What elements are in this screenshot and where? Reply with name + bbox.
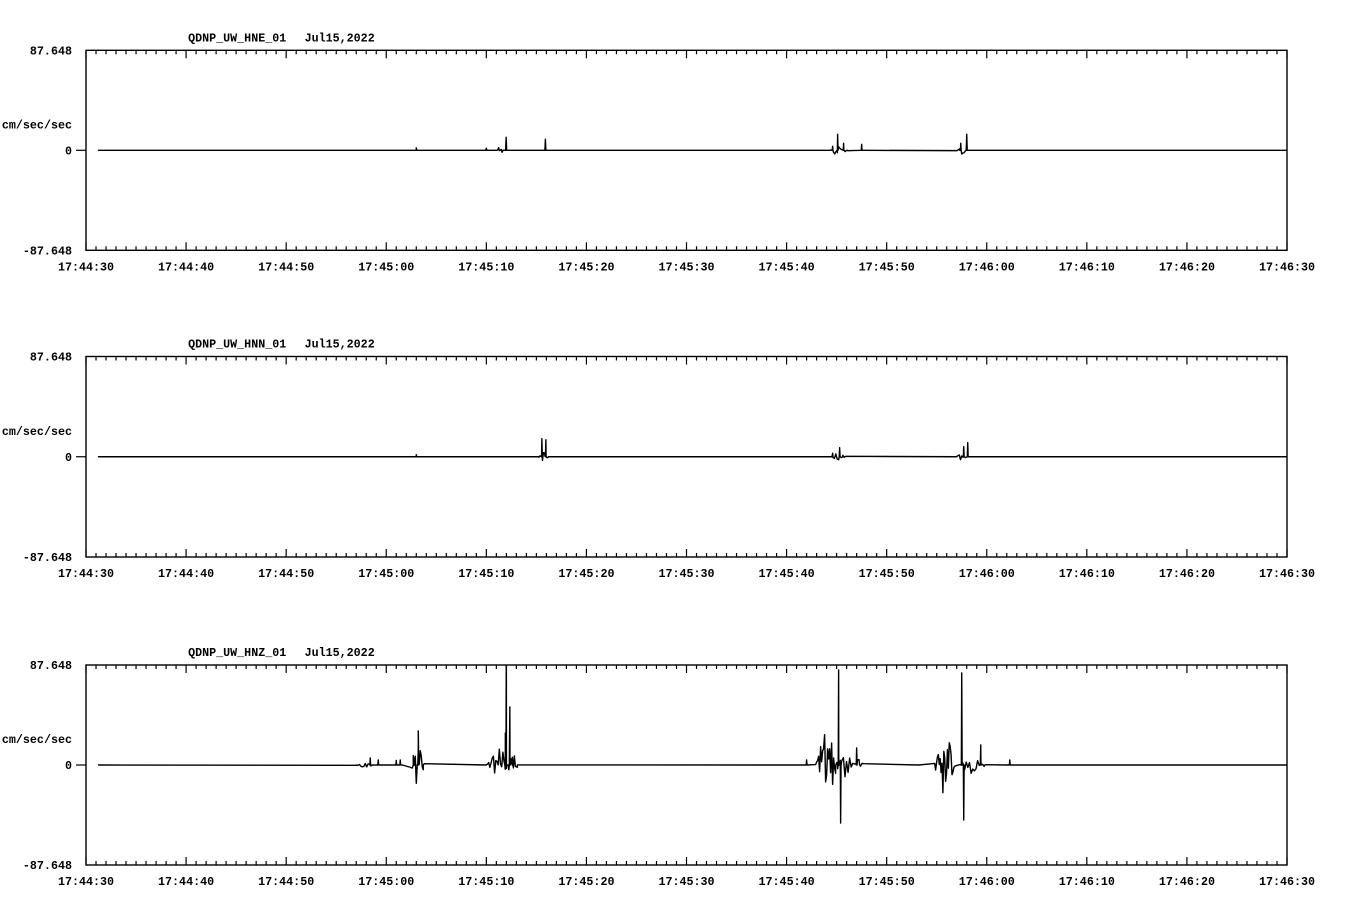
svg-text:17:45:30: 17:45:30	[658, 875, 714, 889]
svg-text:Jul15,2022: Jul15,2022	[305, 31, 375, 45]
svg-text:Jul15,2022: Jul15,2022	[305, 646, 375, 660]
svg-text:17:45:00: 17:45:00	[358, 567, 414, 581]
svg-text:17:45:10: 17:45:10	[458, 260, 514, 274]
svg-text:17:45:40: 17:45:40	[759, 260, 815, 274]
svg-text:17:45:00: 17:45:00	[358, 875, 414, 889]
svg-text:17:45:50: 17:45:50	[859, 875, 915, 889]
svg-text:QDNP_UW_HNE_01: QDNP_UW_HNE_01	[188, 31, 286, 45]
svg-text:17:44:40: 17:44:40	[158, 260, 214, 274]
svg-text:17:46:20: 17:46:20	[1159, 875, 1215, 889]
svg-text:17:44:30: 17:44:30	[58, 875, 114, 889]
svg-text:17:45:20: 17:45:20	[558, 875, 614, 889]
svg-text:17:46:30: 17:46:30	[1259, 260, 1315, 274]
svg-text:-87.648: -87.648	[23, 551, 72, 565]
svg-text:cm/sec/sec: cm/sec/sec	[2, 733, 72, 747]
svg-text:17:44:50: 17:44:50	[258, 875, 314, 889]
svg-text:17:46:30: 17:46:30	[1259, 567, 1315, 581]
svg-text:87.648: 87.648	[30, 44, 72, 58]
svg-text:Jul15,2022: Jul15,2022	[305, 338, 375, 352]
svg-text:17:46:30: 17:46:30	[1259, 875, 1315, 889]
svg-text:17:44:40: 17:44:40	[158, 567, 214, 581]
svg-text:17:46:10: 17:46:10	[1059, 260, 1115, 274]
svg-text:-87.648: -87.648	[23, 244, 72, 258]
svg-text:0: 0	[65, 759, 72, 773]
svg-text:17:45:30: 17:45:30	[658, 567, 714, 581]
svg-text:17:44:30: 17:44:30	[58, 260, 114, 274]
svg-text:17:45:40: 17:45:40	[759, 567, 815, 581]
svg-text:17:45:30: 17:45:30	[658, 260, 714, 274]
svg-text:-87.648: -87.648	[23, 859, 72, 873]
svg-text:17:46:20: 17:46:20	[1159, 567, 1215, 581]
svg-text:87.648: 87.648	[30, 659, 72, 673]
svg-text:17:45:00: 17:45:00	[358, 260, 414, 274]
svg-text:17:45:10: 17:45:10	[458, 567, 514, 581]
svg-text:17:44:50: 17:44:50	[258, 260, 314, 274]
svg-text:17:45:10: 17:45:10	[458, 875, 514, 889]
svg-text:cm/sec/sec: cm/sec/sec	[2, 118, 72, 132]
svg-text:17:46:00: 17:46:00	[959, 567, 1015, 581]
svg-text:17:45:40: 17:45:40	[759, 875, 815, 889]
svg-text:17:44:40: 17:44:40	[158, 875, 214, 889]
svg-text:87.648: 87.648	[30, 351, 72, 365]
svg-text:17:45:20: 17:45:20	[558, 260, 614, 274]
svg-text:17:45:50: 17:45:50	[859, 260, 915, 274]
svg-text:17:46:10: 17:46:10	[1059, 875, 1115, 889]
svg-text:QDNP_UW_HNN_01: QDNP_UW_HNN_01	[188, 338, 286, 352]
svg-text:cm/sec/sec: cm/sec/sec	[2, 425, 72, 439]
svg-text:17:46:10: 17:46:10	[1059, 567, 1115, 581]
svg-text:17:44:50: 17:44:50	[258, 567, 314, 581]
svg-text:17:46:00: 17:46:00	[959, 875, 1015, 889]
svg-text:17:46:20: 17:46:20	[1159, 260, 1215, 274]
svg-text:0: 0	[65, 144, 72, 158]
svg-text:17:46:00: 17:46:00	[959, 260, 1015, 274]
svg-text:QDNP_UW_HNZ_01: QDNP_UW_HNZ_01	[188, 646, 286, 660]
svg-text:17:45:20: 17:45:20	[558, 567, 614, 581]
svg-text:0: 0	[65, 451, 72, 465]
svg-text:17:44:30: 17:44:30	[58, 567, 114, 581]
svg-text:17:45:50: 17:45:50	[859, 567, 915, 581]
